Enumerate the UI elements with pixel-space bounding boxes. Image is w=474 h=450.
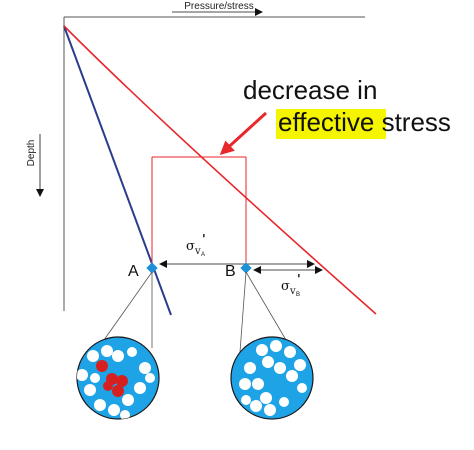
leader-b-right: [245, 271, 287, 341]
svg-text:A: A: [201, 252, 205, 258]
lithostatic-curve: [63, 25, 377, 315]
stress-change-box: [151, 156, 247, 266]
svg-text:σ: σ: [186, 239, 195, 254]
annotation-highlight-word: effective: [278, 107, 374, 137]
svg-text:': ': [297, 272, 301, 286]
point-a-marker: [146, 262, 158, 274]
annotation-arrow: [219, 111, 268, 156]
point-a-label: A: [128, 263, 139, 280]
stressed-grains: [96, 360, 128, 397]
sigma-b-label: σ v ' B: [281, 272, 301, 298]
svg-text:σ: σ: [281, 279, 290, 294]
svg-text:v: v: [194, 246, 201, 257]
point-b-marker: [240, 262, 252, 274]
svg-text:effective stress: effective stress: [278, 107, 451, 137]
point-b-label: B: [225, 263, 236, 280]
grain-circle-a: [76, 336, 160, 420]
y-axis-label: Depth: [26, 140, 37, 167]
annotation-line2-rest: stress: [374, 107, 451, 137]
hydrostatic-line: [63, 25, 172, 316]
svg-text:v: v: [289, 286, 296, 297]
grain-circle-b: [230, 336, 314, 420]
leader-b-left: [239, 271, 247, 353]
annotation-highlight: [276, 109, 386, 139]
svg-text:B: B: [296, 292, 300, 298]
annotation-line1: decrease in: [243, 75, 377, 105]
leader-a-left: [103, 271, 153, 341]
sigma-a-label: σ v ' A: [186, 232, 206, 258]
annotation: decrease in effective stress: [219, 75, 451, 156]
x-axis-label: Pressure/stress: [184, 1, 253, 12]
svg-text:': ': [202, 232, 206, 246]
axes: Pressure/stress Depth: [26, 1, 365, 311]
